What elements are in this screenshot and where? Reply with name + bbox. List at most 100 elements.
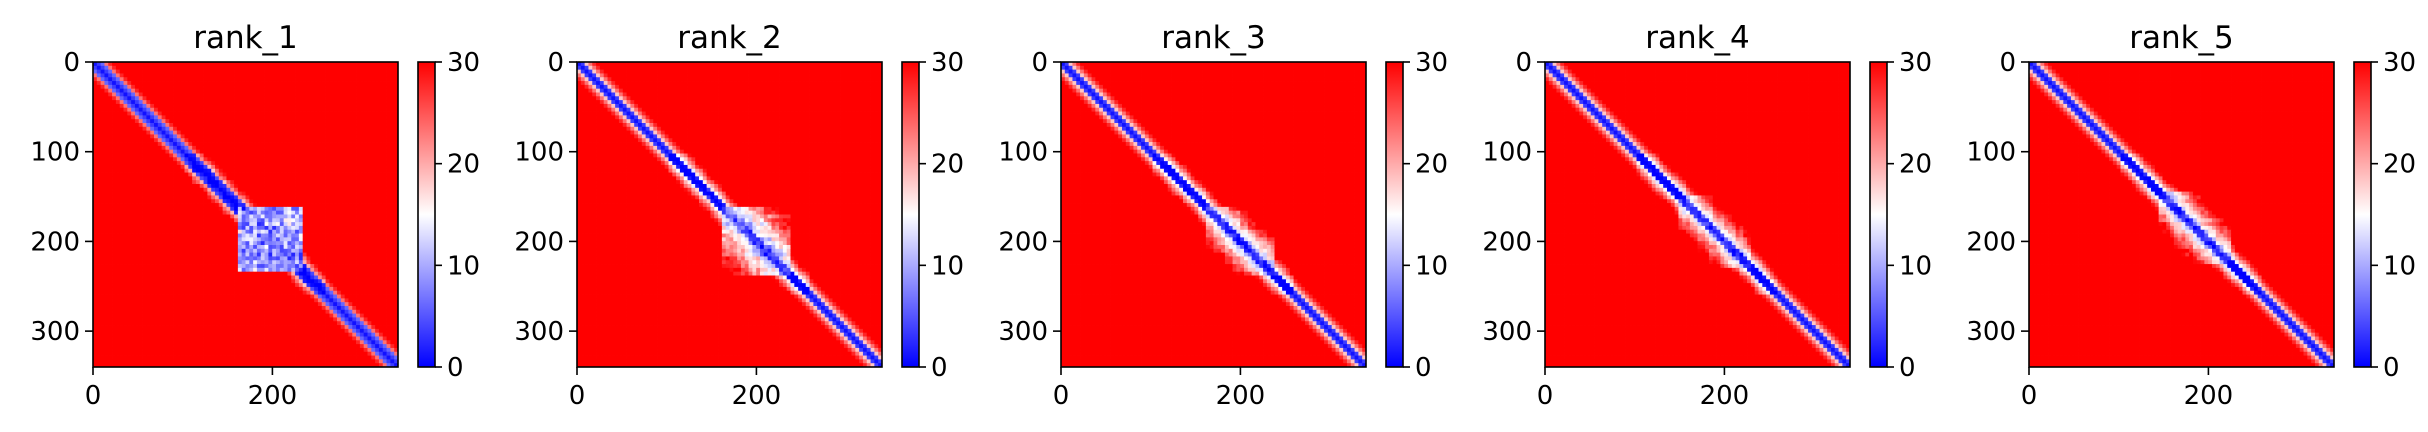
heatmap-cell — [364, 211, 368, 215]
heatmap-cell — [318, 184, 322, 188]
heatmap-cell — [375, 295, 379, 299]
heatmap-cell — [295, 138, 299, 142]
heatmap-cell — [135, 226, 139, 230]
heatmap-cell — [238, 287, 242, 291]
heatmap-cell — [226, 173, 230, 177]
heatmap-cell — [249, 127, 253, 131]
heatmap-cell — [185, 215, 189, 219]
heatmap-cell — [169, 211, 173, 215]
heatmap-cell — [390, 150, 394, 154]
heatmap-cell — [261, 291, 265, 295]
heatmap-cell — [341, 146, 345, 150]
heatmap-cell — [131, 256, 135, 260]
heatmap-cell — [188, 218, 192, 222]
heatmap-cell — [169, 108, 173, 112]
heatmap-cell — [261, 81, 265, 85]
heatmap-cell — [261, 195, 265, 199]
heatmap-cell — [223, 211, 227, 215]
heatmap-cell — [124, 237, 128, 241]
heatmap-cell — [131, 272, 135, 276]
heatmap-cell — [143, 104, 147, 108]
heatmap-cell — [116, 85, 120, 89]
heatmap-cell — [387, 115, 391, 119]
heatmap-cell — [223, 283, 227, 287]
heatmap-cell — [112, 264, 116, 268]
heatmap-cell — [165, 256, 169, 260]
heatmap-cell — [375, 218, 379, 222]
heatmap-cell — [200, 138, 204, 142]
heatmap-cell — [200, 180, 204, 184]
heatmap-cell — [101, 180, 105, 184]
heatmap-cell — [299, 138, 303, 142]
heatmap-cell — [158, 249, 162, 253]
heatmap-cell — [135, 211, 139, 215]
heatmap-cell — [158, 96, 162, 100]
heatmap-cell — [185, 173, 189, 177]
heatmap-cell — [387, 146, 391, 150]
heatmap-cell — [333, 203, 337, 207]
heatmap-cell — [265, 279, 269, 283]
heatmap-cell — [284, 93, 288, 97]
heatmap-cell — [272, 203, 276, 207]
heatmap-cell — [146, 283, 150, 287]
heatmap-cell — [291, 176, 295, 180]
heatmap-cell — [390, 272, 394, 276]
heatmap-cell — [196, 85, 200, 89]
heatmap-cell — [333, 112, 337, 116]
heatmap-cell — [127, 195, 131, 199]
heatmap-cell — [318, 161, 322, 165]
heatmap-cell — [162, 264, 166, 268]
heatmap-cell — [234, 215, 238, 219]
heatmap-cell — [322, 184, 326, 188]
heatmap-cell — [257, 173, 261, 177]
heatmap-cell — [181, 66, 185, 70]
heatmap-cell — [280, 195, 284, 199]
heatmap-cell — [303, 77, 307, 81]
heatmap-cell — [185, 73, 189, 77]
heatmap-cell — [322, 287, 326, 291]
heatmap-cell — [333, 93, 337, 97]
heatmap-cell — [352, 73, 356, 77]
heatmap-cell — [230, 291, 234, 295]
heatmap-cell — [143, 73, 147, 77]
heatmap-cell — [150, 283, 154, 287]
heatmap-cell — [150, 66, 154, 70]
heatmap-cell — [295, 230, 299, 234]
heatmap-cell — [318, 154, 322, 158]
heatmap-cell — [219, 146, 223, 150]
heatmap-cell — [280, 104, 284, 108]
heatmap-cell — [326, 150, 330, 154]
heatmap-cell — [356, 268, 360, 272]
heatmap-cell — [196, 199, 200, 203]
heatmap-cell — [131, 279, 135, 283]
heatmap-cell — [230, 115, 234, 119]
heatmap-cell — [162, 188, 166, 192]
heatmap-cell — [307, 142, 311, 146]
heatmap-cell — [104, 66, 108, 70]
heatmap-cell — [253, 150, 257, 154]
heatmap-cell — [146, 268, 150, 272]
heatmap-cell — [234, 249, 238, 253]
heatmap-cell — [265, 226, 269, 230]
heatmap-cell — [112, 112, 116, 116]
heatmap-cell — [360, 215, 364, 219]
heatmap-cell — [211, 230, 215, 234]
heatmap-cell — [387, 81, 391, 85]
heatmap-cell — [200, 119, 204, 123]
heatmap-cell — [146, 272, 150, 276]
heatmap-cell — [318, 291, 322, 295]
heatmap-cell — [116, 203, 120, 207]
heatmap-cell — [230, 85, 234, 89]
heatmap-cell — [280, 173, 284, 177]
heatmap-cell — [291, 180, 295, 184]
heatmap-cell — [318, 66, 322, 70]
heatmap-cell — [352, 260, 356, 264]
heatmap-cell — [390, 188, 394, 192]
heatmap-cell — [257, 234, 261, 238]
heatmap-cell — [165, 150, 169, 154]
heatmap-cell — [242, 127, 246, 131]
heatmap-cell — [146, 256, 150, 260]
heatmap-cell — [188, 215, 192, 219]
heatmap-cell — [120, 272, 124, 276]
heatmap-cell — [326, 192, 330, 196]
